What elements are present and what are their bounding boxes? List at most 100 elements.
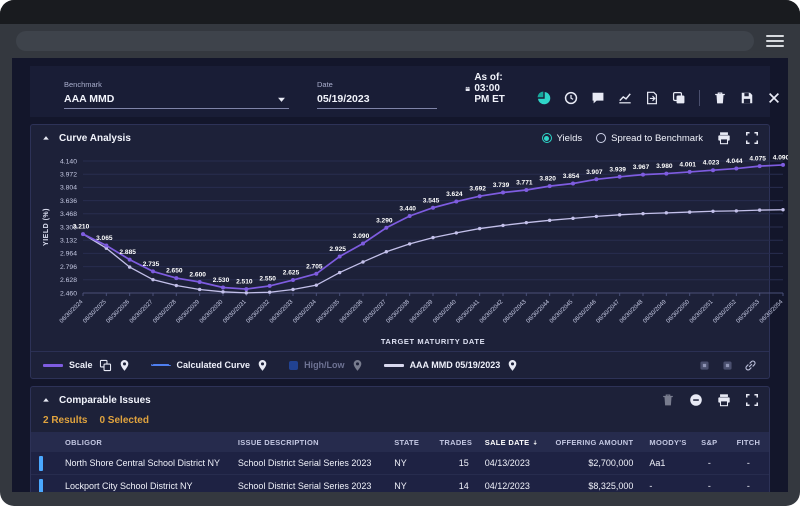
trash-icon[interactable] xyxy=(661,393,675,407)
svg-text:06/30/2050: 06/30/2050 xyxy=(666,299,692,325)
map-pin-icon[interactable] xyxy=(256,359,269,372)
hamburger-menu-icon[interactable] xyxy=(766,35,784,47)
table-row[interactable]: Lockport City School District NYSchool D… xyxy=(31,475,769,492)
pie-chart-icon[interactable] xyxy=(537,91,551,105)
map-pin-icon[interactable] xyxy=(506,359,519,372)
column-header-sale_date[interactable]: SALE DATE xyxy=(477,437,547,448)
svg-text:2.705: 2.705 xyxy=(306,263,323,270)
legend-swatch xyxy=(151,364,171,366)
radio-yields[interactable]: Yields xyxy=(542,133,583,144)
svg-text:06/30/2049: 06/30/2049 xyxy=(642,299,668,325)
circle-minus-icon[interactable] xyxy=(689,393,703,407)
svg-text:4.044: 4.044 xyxy=(726,158,743,165)
svg-text:3.468: 3.468 xyxy=(60,211,77,218)
trash-icon[interactable] xyxy=(713,91,727,105)
close-icon[interactable] xyxy=(767,91,781,105)
svg-text:06/30/2031: 06/30/2031 xyxy=(222,299,248,325)
column-header-issue[interactable]: ISSUE DESCRIPTION xyxy=(230,438,386,447)
print-icon[interactable] xyxy=(717,131,731,145)
svg-text:3.545: 3.545 xyxy=(423,197,440,204)
legend-label: AAA MMD 05/19/2023 xyxy=(410,360,501,370)
svg-text:4.140: 4.140 xyxy=(60,158,77,165)
expand-icon[interactable] xyxy=(745,131,759,145)
column-header-trades[interactable]: TRADES xyxy=(432,438,477,447)
address-bar[interactable] xyxy=(16,31,754,51)
svg-text:06/30/2041: 06/30/2041 xyxy=(456,299,482,325)
square-btn-icon[interactable] xyxy=(698,359,711,372)
compare-layers-icon[interactable] xyxy=(99,359,112,372)
column-header-label: SALE DATE xyxy=(485,438,530,447)
map-pin-icon[interactable] xyxy=(118,359,131,372)
radio-spread-to-benchmark[interactable]: Spread to Benchmark xyxy=(596,133,703,144)
svg-text:06/30/2035: 06/30/2035 xyxy=(316,299,342,325)
legend-item-aaa-mmd-05-19-2023[interactable]: AAA MMD 05/19/2023 xyxy=(384,359,520,372)
svg-text:3.939: 3.939 xyxy=(609,166,626,173)
svg-text:06/30/2051: 06/30/2051 xyxy=(689,299,715,325)
cell-state: NY xyxy=(386,481,431,491)
yield-curve-chart[interactable]: 4.1403.9723.8043.6363.4683.3003.1322.964… xyxy=(39,151,788,351)
svg-text:3.132: 3.132 xyxy=(60,238,77,245)
svg-text:2.530: 2.530 xyxy=(213,277,230,284)
print-icon[interactable] xyxy=(717,393,731,407)
comparable-issues-panel: Comparable Issues 2 Results 0 Selected O… xyxy=(30,386,770,492)
row-selection-indicator[interactable] xyxy=(31,456,57,471)
as-of-timestamp: As of: 03:00 PM ET xyxy=(465,72,509,109)
collapse-panel-icon[interactable] xyxy=(41,133,51,143)
column-header-obligor[interactable]: OBLIGOR xyxy=(57,438,230,447)
collapse-panel-icon[interactable] xyxy=(41,395,51,405)
legend-item-calculated-curve[interactable]: Calculated Curve xyxy=(151,359,270,372)
table-row[interactable]: North Shore Central School District NYSc… xyxy=(31,452,769,475)
column-header-sp[interactable]: S&P xyxy=(691,438,728,447)
cell-moodys: Aa1 xyxy=(641,458,690,468)
date-field[interactable]: Date 05/19/2023 xyxy=(317,80,437,109)
legend-swatch xyxy=(289,361,298,370)
svg-text:06/30/2030: 06/30/2030 xyxy=(199,299,225,325)
svg-text:YIELD (%): YIELD (%) xyxy=(43,208,50,246)
square-btn-icon[interactable] xyxy=(721,359,734,372)
export-file-icon[interactable] xyxy=(645,91,659,105)
svg-text:06/30/2054: 06/30/2054 xyxy=(759,299,785,325)
svg-text:06/30/2046: 06/30/2046 xyxy=(572,299,598,325)
link-icon[interactable] xyxy=(744,359,757,372)
row-selection-indicator[interactable] xyxy=(31,479,57,493)
column-header-state[interactable]: STATE xyxy=(386,438,431,447)
svg-text:3.967: 3.967 xyxy=(633,164,650,171)
svg-text:3.771: 3.771 xyxy=(516,179,533,186)
map-pin-icon[interactable] xyxy=(351,359,364,372)
cell-obligor: Lockport City School District NY xyxy=(57,481,230,491)
svg-text:06/30/2038: 06/30/2038 xyxy=(386,299,412,325)
column-header-fitch[interactable]: FITCH xyxy=(728,438,769,447)
legend-item-high-low[interactable]: High/Low xyxy=(289,359,364,372)
svg-text:3.980: 3.980 xyxy=(656,163,673,170)
browser-window: Benchmark AAA MMD Date 05/19/2023 As of:… xyxy=(0,0,800,506)
cell-moodys: - xyxy=(641,481,690,491)
clock-icon[interactable] xyxy=(564,91,578,105)
column-header-moodys[interactable]: MOODY'S xyxy=(641,438,690,447)
duplicate-icon[interactable] xyxy=(672,91,686,105)
selected-count: 0 Selected xyxy=(99,415,148,426)
cell-state: NY xyxy=(386,458,431,468)
svg-text:06/30/2032: 06/30/2032 xyxy=(246,299,272,325)
svg-text:2.925: 2.925 xyxy=(329,246,346,253)
svg-text:TARGET MATURITY DATE: TARGET MATURITY DATE xyxy=(381,337,485,346)
save-icon[interactable] xyxy=(740,91,754,105)
legend-item-scale[interactable]: Scale xyxy=(43,359,131,372)
calendar-icon xyxy=(465,82,470,96)
toolbar-divider xyxy=(699,90,700,106)
radio-circle-icon xyxy=(542,133,552,143)
svg-text:06/30/2042: 06/30/2042 xyxy=(479,299,505,325)
svg-text:3.210: 3.210 xyxy=(73,224,90,231)
svg-text:3.820: 3.820 xyxy=(539,176,556,183)
benchmark-dropdown[interactable]: Benchmark AAA MMD xyxy=(64,80,289,109)
comment-icon[interactable] xyxy=(591,91,605,105)
svg-text:2.650: 2.650 xyxy=(166,268,183,275)
svg-text:06/30/2025: 06/30/2025 xyxy=(82,299,108,325)
svg-text:4.023: 4.023 xyxy=(703,160,720,167)
chart-up-icon[interactable] xyxy=(618,91,632,105)
svg-text:06/30/2028: 06/30/2028 xyxy=(152,299,178,325)
expand-icon[interactable] xyxy=(745,393,759,407)
legend-label: Calculated Curve xyxy=(177,360,251,370)
column-header-offering_amount[interactable]: OFFERING AMOUNT xyxy=(547,438,642,447)
svg-text:06/30/2037: 06/30/2037 xyxy=(362,299,388,325)
table-header-row: OBLIGORISSUE DESCRIPTIONSTATETRADES SALE … xyxy=(31,432,769,452)
